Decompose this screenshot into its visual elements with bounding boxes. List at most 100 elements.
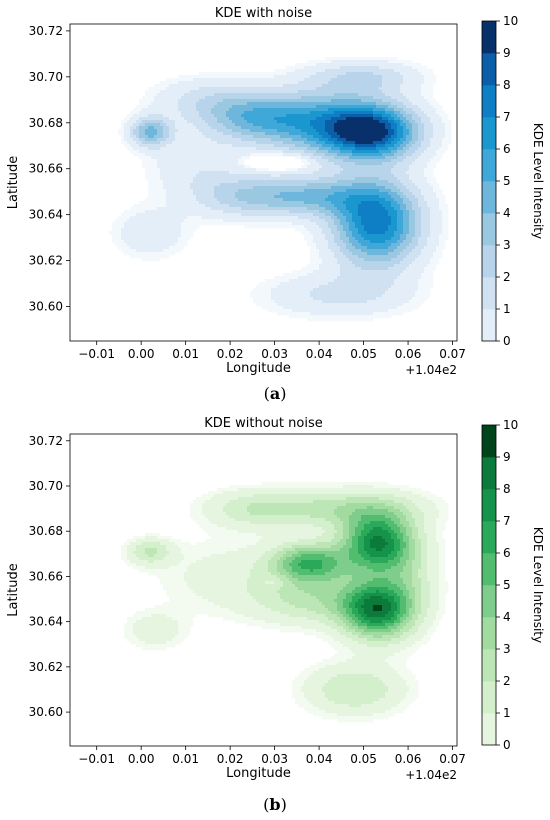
contour-cell — [271, 93, 275, 97]
contour-cell — [196, 174, 200, 178]
contour-cell — [424, 162, 428, 166]
contour-cell — [286, 78, 290, 82]
contour-cell — [202, 168, 206, 172]
contour-cell — [370, 63, 374, 67]
contour-cell — [232, 153, 236, 157]
contour-cell — [322, 69, 326, 73]
contour-cell — [415, 147, 419, 151]
contour-cell — [211, 186, 215, 190]
contour-cell — [379, 75, 383, 79]
contour-cell — [331, 156, 335, 160]
contour-cell — [160, 198, 164, 202]
contour-cell — [373, 165, 377, 169]
contour-cell — [352, 84, 356, 88]
contour-cell — [319, 126, 323, 130]
contour-cell — [400, 183, 404, 187]
contour-cell — [130, 135, 134, 139]
contour-cell — [187, 210, 191, 214]
contour-cell — [301, 156, 305, 160]
contour-cell — [424, 141, 428, 145]
contour-cell — [283, 135, 287, 139]
contour-cell — [382, 150, 386, 154]
contour-cell — [421, 189, 425, 193]
contour-cell — [298, 171, 302, 175]
contour-cell — [367, 84, 371, 88]
contour-cell — [316, 204, 320, 208]
contour-cell — [196, 81, 200, 85]
contour-cell — [148, 207, 152, 211]
contour-cell — [313, 96, 317, 100]
contour-cell — [184, 177, 188, 181]
contour-cell — [373, 84, 377, 88]
contour-cell — [274, 135, 278, 139]
contour-cell — [349, 183, 353, 187]
contour-cell — [298, 177, 302, 181]
contour-cell — [160, 120, 164, 124]
contour-cell — [283, 150, 287, 154]
contour-cell — [331, 114, 335, 118]
contour-cell — [358, 180, 362, 184]
contour-cell — [202, 186, 206, 190]
contour-cell — [364, 171, 368, 175]
contour-cell — [334, 93, 338, 97]
contour-cell — [319, 213, 323, 217]
contour-cell — [208, 210, 212, 214]
contour-cell — [232, 147, 236, 151]
contour-cell — [223, 180, 227, 184]
contour-cell — [232, 165, 236, 169]
contour-cell — [142, 156, 146, 160]
contour-cell — [151, 138, 155, 142]
contour-cell — [232, 105, 236, 109]
contour-cell — [418, 129, 422, 133]
contour-cell — [364, 207, 368, 211]
contour-cell — [175, 195, 179, 199]
contour-cell — [196, 186, 200, 190]
contour-cell — [346, 129, 350, 133]
contour-cell — [337, 204, 341, 208]
contour-cell — [436, 192, 440, 196]
contour-cell — [295, 183, 299, 187]
contour-cell — [364, 156, 368, 160]
contour-cell — [160, 183, 164, 187]
contour-cell — [169, 150, 173, 154]
contour-cell — [400, 129, 404, 133]
contour-cell — [295, 186, 299, 190]
contour-cell — [394, 168, 398, 172]
contour-cell — [334, 129, 338, 133]
contour-cell — [223, 168, 227, 172]
contour-cell — [448, 120, 452, 124]
contour-cell — [394, 84, 398, 88]
contour-cell — [151, 117, 155, 121]
contour-cell — [208, 105, 212, 109]
contour-cell — [133, 216, 137, 220]
contour-cell — [301, 102, 305, 106]
contour-cell — [148, 138, 152, 142]
contour-cell — [331, 150, 335, 154]
contour-cell — [343, 102, 347, 106]
contour-cell — [325, 84, 329, 88]
contour-cell — [280, 183, 284, 187]
contour-cell — [157, 198, 161, 202]
contour-cell — [319, 66, 323, 70]
contour-cell — [445, 126, 449, 130]
contour-cell — [256, 180, 260, 184]
contour-cell — [184, 195, 188, 199]
contour-cell — [364, 135, 368, 139]
contour-cell — [385, 183, 389, 187]
contour-cell — [139, 201, 143, 205]
contour-cell — [238, 111, 242, 115]
contour-cell — [286, 96, 290, 100]
contour-cell — [397, 63, 401, 67]
contour-cell — [169, 216, 173, 220]
contour-cell — [334, 87, 338, 91]
contour-cell — [340, 159, 344, 163]
contour-cell — [259, 198, 263, 202]
contour-cell — [166, 153, 170, 157]
contour-cell — [268, 210, 272, 214]
contour-cell — [310, 75, 314, 79]
contour-cell — [421, 114, 425, 118]
contour-cell — [343, 60, 347, 64]
contour-cell — [415, 138, 419, 142]
contour-cell — [187, 171, 191, 175]
contour-cell — [355, 177, 359, 181]
